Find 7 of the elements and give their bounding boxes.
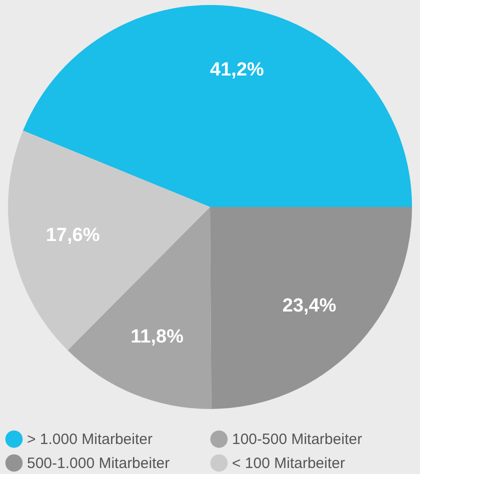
data-label: 41,2% xyxy=(210,60,264,81)
legend-label: 100-500 Mitarbeiter xyxy=(232,431,362,448)
data-label: 23,4% xyxy=(282,296,336,317)
data-label: 11,8% xyxy=(130,326,184,348)
legend-label: 500-1.000 Mitarbeiter xyxy=(27,455,170,472)
legend-label: < 100 Mitarbeiter xyxy=(232,455,345,472)
legend-label: > 1.000 Mitarbeiter xyxy=(27,431,152,448)
